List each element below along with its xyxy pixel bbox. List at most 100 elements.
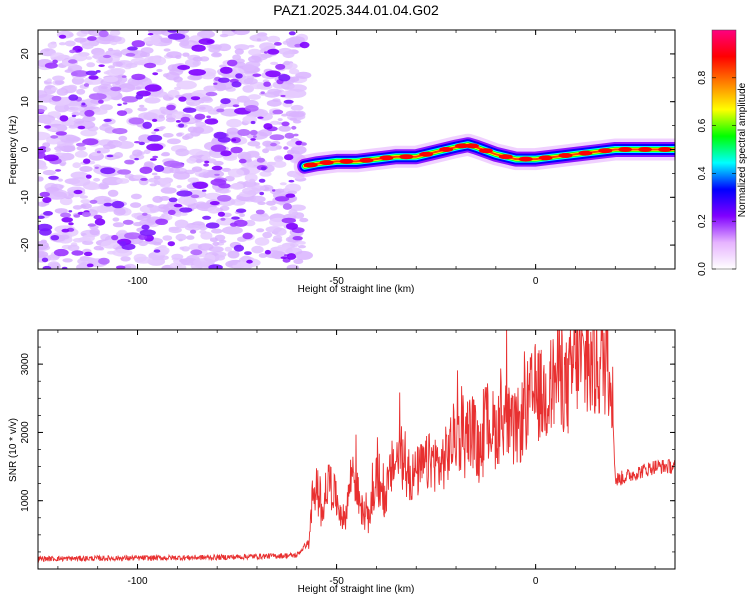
- noise-blob: [258, 129, 273, 137]
- noise-blob: [149, 183, 157, 187]
- noise-blob: [167, 33, 186, 40]
- noise-blob: [93, 177, 101, 182]
- noise-blob: [98, 257, 110, 265]
- noise-blob: [260, 91, 265, 95]
- noise-blob: [292, 119, 302, 124]
- y-tick-label: 10: [20, 96, 31, 108]
- noise-blob: [108, 65, 115, 69]
- noise-blob: [147, 134, 163, 142]
- noise-blob: [293, 133, 299, 137]
- colorbar-ticks: 0.0 0.2 0.4 0.6 0.8: [697, 70, 736, 276]
- noise-blob: [284, 132, 295, 139]
- noise-blob: [154, 165, 165, 172]
- noise-blob: [173, 86, 182, 91]
- noise-blob: [232, 104, 240, 108]
- noise-blob: [162, 235, 173, 241]
- noise-blob: [179, 246, 185, 250]
- noise-blob: [157, 255, 169, 261]
- noise-blob: [209, 237, 218, 242]
- noise-blob: [292, 236, 303, 241]
- noise-blob: [122, 219, 134, 225]
- noise-blob: [286, 264, 300, 269]
- noise-blob: [38, 176, 44, 182]
- noise-blob: [201, 189, 207, 192]
- noise-blob: [272, 189, 276, 192]
- noise-blob: [270, 120, 281, 125]
- noise-blob: [175, 148, 190, 157]
- signal-hotspot: [455, 143, 469, 149]
- noise-blob: [68, 222, 74, 226]
- noise-blob: [288, 68, 300, 75]
- noise-blob: [142, 212, 148, 216]
- noise-blob: [127, 46, 138, 51]
- noise-blob: [201, 96, 212, 102]
- noise-blob: [171, 111, 186, 120]
- noise-blob: [102, 176, 123, 186]
- noise-blob: [158, 204, 169, 209]
- noise-blob: [43, 154, 59, 162]
- noise-blob: [60, 212, 72, 218]
- noise-blob: [226, 59, 238, 67]
- noise-blob: [275, 63, 286, 70]
- noise-blob: [69, 177, 91, 187]
- noise-blob: [77, 125, 86, 130]
- noise-blob: [125, 63, 138, 68]
- noise-blob: [166, 104, 176, 111]
- noise-blob: [278, 125, 292, 132]
- noise-blob: [66, 84, 78, 90]
- figure-title: PAZ1.2025.344.01.04.G02: [273, 2, 439, 18]
- noise-blob: [64, 69, 74, 73]
- noise-blob: [67, 116, 77, 122]
- noise-blob: [142, 121, 152, 129]
- noise-blob: [72, 53, 88, 62]
- noise-blob: [270, 61, 279, 65]
- noise-blob: [80, 129, 98, 137]
- noise-blob: [163, 48, 171, 52]
- noise-blob: [173, 171, 190, 180]
- noise-blob: [276, 244, 289, 251]
- spectrogram-y-ticks: -20 -10 0 10 20: [20, 29, 675, 270]
- noise-blob: [59, 234, 70, 240]
- noise-blob: [229, 222, 238, 227]
- noise-blob: [169, 262, 180, 269]
- signal-hotspot: [518, 156, 533, 162]
- noise-blob: [294, 250, 313, 260]
- x-tick-label: -100: [128, 276, 148, 287]
- noise-blob: [203, 85, 217, 93]
- noise-blob: [194, 113, 206, 120]
- noise-blob: [232, 30, 250, 36]
- noise-blob: [122, 102, 128, 105]
- noise-blob: [279, 90, 300, 99]
- noise-blob: [196, 201, 206, 206]
- noise-blob: [143, 55, 162, 65]
- noise-blob: [177, 65, 191, 70]
- noise-blob: [58, 89, 67, 93]
- noise-blob: [301, 142, 307, 146]
- noise-blob: [38, 223, 53, 232]
- noise-blob: [83, 251, 93, 257]
- colorbar: 0.0 0.2 0.4 0.6 0.8 Normalized spectral ampl…: [697, 29, 748, 276]
- colorbar-tick-label: 0.8: [697, 70, 708, 84]
- noise-blob: [254, 237, 270, 246]
- noise-blob: [94, 166, 99, 169]
- noise-blob: [54, 79, 65, 85]
- noise-blob: [66, 137, 74, 142]
- noise-blob: [130, 202, 142, 208]
- noise-blob: [165, 117, 176, 123]
- noise-blob: [42, 169, 57, 176]
- noise-blob: [72, 162, 81, 169]
- noise-blob: [270, 142, 277, 147]
- noise-blob: [211, 228, 223, 234]
- noise-blob: [255, 209, 265, 215]
- noise-blob: [131, 40, 145, 48]
- noise-blob: [125, 52, 136, 57]
- noise-blob: [96, 150, 101, 154]
- noise-blob: [76, 88, 86, 95]
- noise-blob: [272, 109, 284, 115]
- noise-blob: [110, 67, 126, 75]
- noise-blob: [68, 210, 73, 213]
- noise-blob: [168, 197, 178, 203]
- noise-blob: [199, 230, 207, 234]
- noise-blob: [117, 169, 132, 175]
- noise-blob: [243, 64, 255, 71]
